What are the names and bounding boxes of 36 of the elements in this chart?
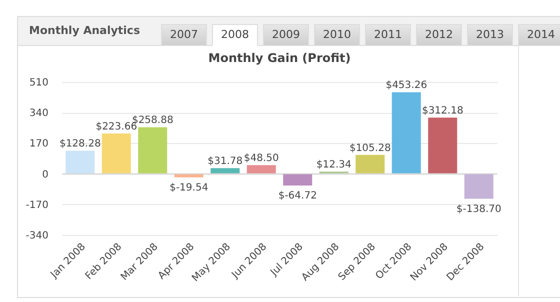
data-label: $128.28 <box>59 138 101 150</box>
data-label: $-138.70 <box>456 204 502 215</box>
bar <box>138 127 168 174</box>
bar <box>246 165 276 174</box>
y-tick-label: -340 <box>26 230 48 242</box>
text: Monthly Analytics <box>29 24 140 37</box>
y-tick-label: 340 <box>29 108 48 120</box>
year-tab: 2014 <box>518 24 560 46</box>
y-tick-label: 510 <box>29 78 48 88</box>
year-tab: 2008 <box>212 24 258 46</box>
y-tick-label: 0 <box>42 169 48 180</box>
year-tab: 2007 <box>161 24 207 46</box>
bar <box>392 92 421 174</box>
data-label: $105.28 <box>349 142 391 154</box>
year-tab: 2011 <box>365 24 411 46</box>
bar <box>102 134 131 174</box>
bar <box>428 118 458 174</box>
bar <box>210 168 240 174</box>
chart-title: Monthly Gain (Profit) <box>208 51 351 65</box>
year-tab: 2009 <box>263 24 309 46</box>
bar <box>283 174 312 186</box>
data-label: $312.18 <box>422 106 464 117</box>
year-tab: 2012 <box>416 24 462 46</box>
y-tick-label: 170 <box>29 138 48 150</box>
bar <box>66 150 95 174</box>
data-label: $31.78 <box>208 156 243 168</box>
y-tick-label: -170 <box>26 200 48 211</box>
data-label: $-19.54 <box>170 182 208 194</box>
year-tab: 2013 <box>467 24 513 46</box>
data-label: $48.50 <box>244 153 279 164</box>
year-tab: 2010 <box>314 24 360 46</box>
data-label: $453.26 <box>386 80 428 92</box>
data-label: $-64.72 <box>278 190 317 202</box>
bar <box>464 174 494 199</box>
bar <box>356 154 385 174</box>
data-label: $12.34 <box>316 160 352 171</box>
